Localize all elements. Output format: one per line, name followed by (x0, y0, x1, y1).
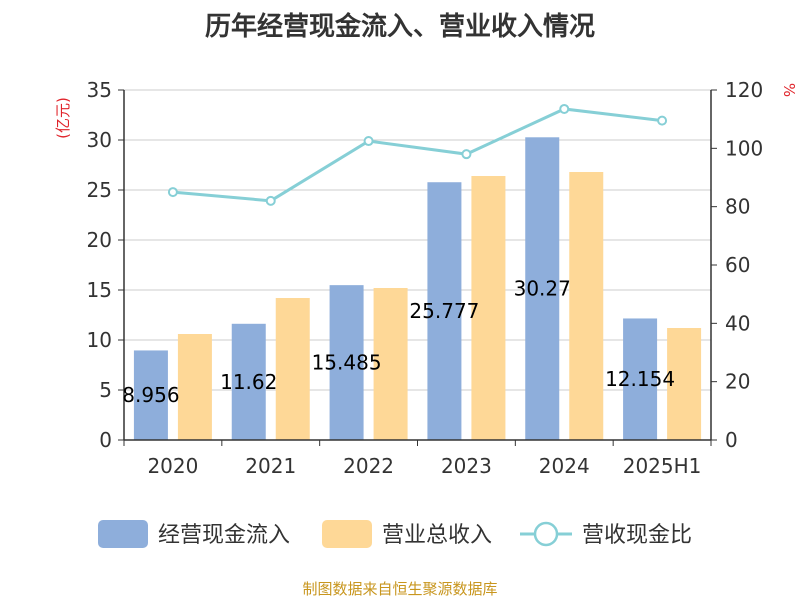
bar-cash-inflow (133, 350, 168, 440)
x-tick-label: 2021 (245, 454, 296, 478)
legend-swatch (98, 520, 148, 548)
left-tick-label: 20 (87, 228, 112, 252)
bar-cash-inflow (525, 137, 560, 441)
left-tick-label: 15 (87, 278, 112, 302)
bar-revenue (373, 288, 408, 440)
bar-cash-inflow (427, 182, 462, 441)
chart-title: 历年经营现金流入、营业收入情况 (204, 12, 595, 42)
bar-data-label: 12.154 (605, 367, 675, 391)
x-tick-label: 2023 (441, 454, 492, 478)
bar-data-label: 15.485 (312, 351, 382, 375)
x-tick-label: 2020 (147, 454, 198, 478)
left-tick-label: 30 (87, 128, 112, 152)
legend-swatch (322, 520, 372, 548)
ratio-point (559, 103, 570, 114)
axes-layer: 0 5 10 15 20 25 30 35 0 20 40 60 80 100 120 2020 2021 202… (87, 78, 764, 478)
data-labels-layer: 8.956 11.62 15.485 25.777 30.27 12.154 (122, 277, 675, 408)
bar-revenue (667, 328, 702, 440)
bar-revenue (177, 334, 212, 440)
legend-label: 营业总收入 (382, 523, 492, 548)
ratio-point (167, 187, 178, 198)
left-tick-label: 35 (87, 78, 112, 102)
left-axis-unit: (亿元) (54, 97, 72, 139)
bar-data-label: 8.956 (122, 383, 179, 407)
bar-revenue (275, 298, 310, 440)
legend: 经营现金流入 营业总收入 营收现金比 (98, 520, 692, 548)
ratio-point (657, 115, 668, 126)
ratio-point (265, 195, 276, 206)
bar-data-label: 30.27 (514, 277, 571, 301)
right-tick-label: 20 (725, 370, 750, 394)
left-tick-label: 25 (87, 178, 112, 202)
right-tick-label: 0 (725, 428, 738, 452)
ratio-line (172, 107, 663, 203)
x-tick-label: 2022 (343, 454, 394, 478)
bar-data-label: 11.62 (220, 370, 277, 394)
legend-swatch-marker (533, 521, 559, 547)
right-tick-label: 60 (725, 253, 750, 277)
right-tick-label: 100 (725, 136, 763, 160)
left-tick-label: 0 (99, 428, 112, 452)
x-tick-label: 2024 (539, 454, 590, 478)
ratio-point (363, 136, 374, 147)
x-tick-label: 2025H1 (623, 454, 702, 478)
bar-cash-inflow (329, 285, 364, 440)
right-axis-unit: % (780, 83, 798, 97)
bar-cash-inflow (231, 323, 266, 440)
bars-layer (133, 137, 702, 441)
right-tick-label: 120 (725, 78, 763, 102)
source-note: 制图数据来自恒生聚源数据库 (302, 580, 498, 598)
bar-revenue (569, 172, 604, 440)
right-tick-label: 80 (725, 195, 750, 219)
left-tick-label: 10 (87, 328, 112, 352)
ratio-point (461, 149, 472, 160)
right-tick-label: 40 (725, 311, 750, 335)
left-tick-label: 5 (99, 378, 112, 402)
bar-cash-inflow (623, 318, 658, 440)
legend-label: 经营现金流入 (158, 523, 290, 548)
legend-label: 营收现金比 (582, 523, 692, 548)
bar-revenue (471, 176, 506, 440)
line-layer (167, 103, 668, 206)
bar-data-label: 25.777 (409, 299, 479, 323)
grid-lines (124, 89, 711, 391)
